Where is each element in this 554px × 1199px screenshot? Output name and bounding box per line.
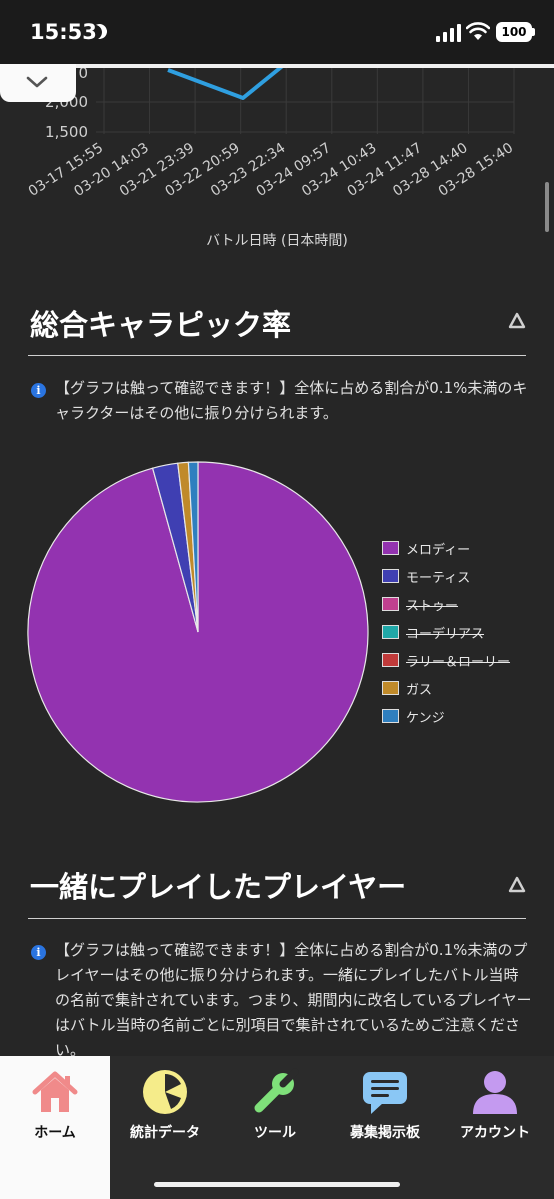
battery-icon: 100 [496, 22, 532, 42]
pick-rate-pie-chart[interactable] [20, 455, 380, 810]
x-tick-label: 03-17 15:55 [26, 140, 106, 200]
header-edge [0, 64, 554, 68]
scrollbar-thumb[interactable] [545, 182, 549, 232]
players-title: 一緒にプレイしたプレイヤー [30, 870, 407, 904]
bottom-navigation: ホーム 統計データ ツール [0, 1056, 554, 1199]
pie-slice[interactable] [187, 461, 199, 633]
legend-swatch [382, 625, 399, 639]
legend-label: ラリー＆ローリー [406, 655, 511, 670]
pick-rate-title: 総合キャラピック率 [30, 308, 292, 342]
legend-item[interactable]: コーデリアス [382, 620, 552, 648]
battery-level: 100 [501, 25, 527, 39]
nav-account[interactable]: アカウント [440, 1056, 550, 1199]
pie-legend: メロディーモーティスストゥーコーデリアスラリー＆ローリー ガスケンジ [382, 536, 552, 732]
legend-item[interactable]: ガス [382, 676, 552, 704]
legend-item[interactable]: モーティス [382, 564, 552, 592]
pick-rate-info: 【グラフは触って確認できます！】全体に占める割合が0.1%未満のキャラクターはそ… [55, 379, 528, 422]
legend-label: コーデリアス [406, 627, 485, 642]
status-time: 15:53 [30, 20, 97, 44]
info-icon: i [31, 383, 46, 398]
pie-chart-icon [143, 1070, 187, 1114]
battery-tip [532, 28, 535, 36]
chevron-down-icon [26, 76, 48, 88]
y-tick-label: 0 [78, 64, 88, 82]
section-divider [28, 355, 526, 356]
info-icon: i [31, 945, 46, 960]
nav-board-label: 募集掲示板 [350, 1125, 420, 1141]
wifi-icon [466, 22, 490, 40]
nav-stats[interactable]: 統計データ [110, 1056, 220, 1199]
nav-tools-label: ツール [254, 1125, 296, 1141]
nav-board[interactable]: 募集掲示板 [330, 1056, 440, 1199]
legend-label: ケンジ [406, 711, 445, 726]
legend-swatch [382, 709, 399, 723]
series-line[interactable] [167, 64, 287, 100]
legend-swatch [382, 653, 399, 667]
nav-stats-label: 統計データ [130, 1125, 200, 1141]
home-indicator [154, 1182, 400, 1187]
nav-home[interactable]: ホーム [0, 1056, 110, 1199]
status-bar: 15:53 100 [0, 0, 554, 64]
cellular-signal-icon [436, 24, 461, 42]
legend-item[interactable]: メロディー [382, 536, 552, 564]
legend-label: メロディー [406, 543, 471, 558]
nav-tools[interactable]: ツール [220, 1056, 330, 1199]
players-info: 【グラフは触って確認できます！】全体に占める割合が0.1%未満のプレイヤーはその… [55, 941, 532, 1059]
legend-swatch [382, 681, 399, 695]
home-icon [32, 1071, 78, 1112]
wrench-icon [254, 1068, 299, 1113]
legend-item[interactable]: ケンジ [382, 704, 552, 732]
legend-swatch [382, 541, 399, 555]
legend-swatch [382, 569, 399, 583]
nav-home-label: ホーム [34, 1125, 76, 1141]
legend-label: モーティス [406, 571, 471, 586]
collapse-triangle-icon[interactable] [508, 876, 526, 894]
legend-swatch [382, 597, 399, 611]
y-tick-label: 1,500 [45, 123, 88, 141]
legend-label: ガス [406, 683, 433, 698]
legend-item[interactable]: ラリー＆ローリー [382, 648, 552, 676]
account-icon [473, 1071, 517, 1114]
legend-label: ストゥー [406, 599, 459, 614]
message-board-icon [363, 1072, 407, 1114]
history-chart-xlabel: バトル日時 (日本時間) [206, 233, 348, 249]
nav-account-label: アカウント [460, 1125, 530, 1141]
collapse-triangle-icon[interactable] [508, 312, 526, 330]
section-divider [28, 918, 526, 919]
legend-item[interactable]: ストゥー [382, 592, 552, 620]
collapse-header-button[interactable] [0, 64, 76, 102]
